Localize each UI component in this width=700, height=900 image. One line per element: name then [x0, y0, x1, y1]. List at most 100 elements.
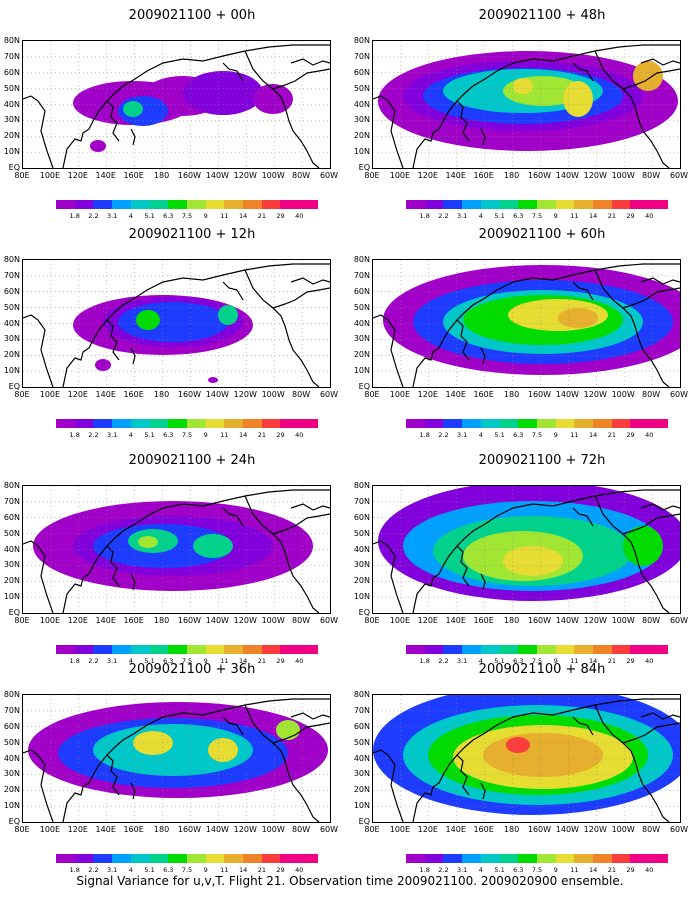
legend-label: 29	[626, 431, 635, 439]
legend-label: 1.8	[419, 866, 430, 874]
y-tick-label: 70N	[353, 270, 370, 280]
legend-label: 11	[570, 866, 579, 874]
coastline	[594, 495, 670, 613]
legend-swatch	[480, 200, 500, 209]
x-tick-label: 80E	[364, 825, 380, 834]
coastline	[222, 62, 244, 82]
coastline	[572, 62, 594, 82]
legend-label: 11	[570, 431, 579, 439]
x-tick-label: 60W	[669, 390, 689, 399]
coastline	[130, 782, 136, 800]
legend-swatch	[518, 419, 537, 428]
x-tick-label: 160E	[123, 171, 144, 180]
map-canvas	[23, 41, 330, 168]
y-tick-label: 70N	[3, 496, 20, 506]
legend-label: 7.5	[531, 431, 543, 439]
y-tick-label: 20N	[3, 785, 20, 795]
legend-swatch	[462, 854, 481, 863]
x-tick-label: 100W	[611, 825, 635, 834]
y-tick-label: 70N	[353, 705, 370, 715]
panel-title: 2009021100 + 60h	[478, 227, 606, 242]
y-tick-label: 80N	[353, 481, 370, 490]
coastline	[272, 68, 330, 90]
figure-caption: Signal Variance for u,v,T. Flight 21. Ob…	[76, 874, 624, 888]
x-tick-label: 160W	[177, 390, 202, 399]
y-tick-label: 70N	[3, 51, 20, 61]
y-tick-label: 50N	[353, 83, 370, 93]
variance-contour	[208, 377, 218, 383]
panel-title: 2009021100 + 12h	[128, 227, 256, 242]
legend-label: 6.3	[513, 657, 524, 665]
legend-swatch	[261, 200, 281, 209]
legend-swatch	[168, 645, 187, 654]
y-tick-label: 50N	[353, 528, 370, 538]
x-tick-label: 80W	[292, 825, 311, 834]
y-tick-label: EQ	[8, 817, 20, 826]
y-tick-label: 60N	[3, 512, 20, 522]
legend-swatch	[168, 419, 187, 428]
legend-swatch	[611, 200, 631, 209]
x-tick-label: 60W	[669, 616, 689, 625]
coastline	[640, 277, 680, 285]
legend-swatch	[518, 645, 537, 654]
legend-label: 1.8	[419, 212, 430, 220]
variance-contour	[623, 526, 663, 566]
x-tick-label: 160W	[177, 171, 202, 180]
legend-label: 2.2	[88, 657, 99, 665]
legend-swatch	[406, 645, 425, 654]
coastline	[640, 58, 680, 66]
legend-swatch	[130, 854, 150, 863]
variance-contour	[193, 534, 233, 558]
x-tick-label: 140W	[205, 390, 229, 399]
y-tick-label: 70N	[353, 51, 370, 61]
y-tick-label: 50N	[353, 737, 370, 747]
map-panel: 2009021100 + 72h EQ 10N 20N 30N 40N 50N 60N 70N 8…	[354, 453, 700, 668]
x-tick-label: 100E	[39, 171, 61, 180]
legend-swatch	[56, 854, 75, 863]
x-tick-label: 80W	[292, 616, 311, 625]
legend-swatch	[406, 854, 425, 863]
legend-swatch	[130, 419, 150, 428]
legend-label: 7.5	[181, 657, 193, 665]
y-tick-label: 40N	[353, 544, 370, 554]
legend-label: 29	[626, 657, 635, 665]
legend-label: 2.2	[438, 657, 449, 665]
coastline	[412, 698, 680, 822]
legend-swatch	[555, 854, 575, 863]
legend-label: 14	[589, 431, 598, 439]
legend-label: 6.3	[163, 212, 174, 220]
x-tick-label: 100W	[261, 616, 285, 625]
legend-label: 3.1	[106, 657, 118, 665]
legend-swatch	[299, 200, 318, 209]
panel-title: 2009021100 + 24h	[128, 453, 256, 468]
x-tick-label: 100E	[389, 616, 411, 625]
coastline	[62, 698, 330, 822]
coastline	[373, 540, 404, 613]
legend-label: 5.1	[144, 866, 155, 874]
legend-swatch	[555, 645, 575, 654]
y-tick-label: EQ	[8, 608, 20, 617]
legend-label: 14	[239, 212, 248, 220]
legend-label: 40	[295, 212, 304, 220]
coastline	[412, 489, 680, 613]
legend-swatch	[280, 645, 300, 654]
variance-contour	[93, 724, 253, 776]
variance-contour	[90, 140, 106, 152]
variance-contour	[633, 61, 663, 91]
map-panel: 2009021100 + 00h EQ 10N 20N 30N 40N 50N 60N 70N 8…	[4, 8, 362, 223]
panel-title: 2009021100 + 72h	[478, 453, 606, 468]
legend-label: 11	[220, 866, 229, 874]
legend-swatch	[611, 419, 631, 428]
legend-swatch	[574, 200, 594, 209]
x-tick-label: 80E	[14, 390, 30, 399]
coastline	[622, 722, 680, 744]
y-tick-label: 20N	[353, 576, 370, 586]
coastline	[106, 319, 120, 361]
x-tick-label: 160E	[473, 390, 494, 399]
legend-swatch	[280, 419, 300, 428]
y-tick-label: 50N	[3, 528, 20, 538]
legend-label: 5.1	[144, 657, 155, 665]
coastline	[272, 513, 330, 535]
y-tick-label: 80N	[3, 36, 20, 45]
x-tick-label: 160W	[527, 390, 552, 399]
